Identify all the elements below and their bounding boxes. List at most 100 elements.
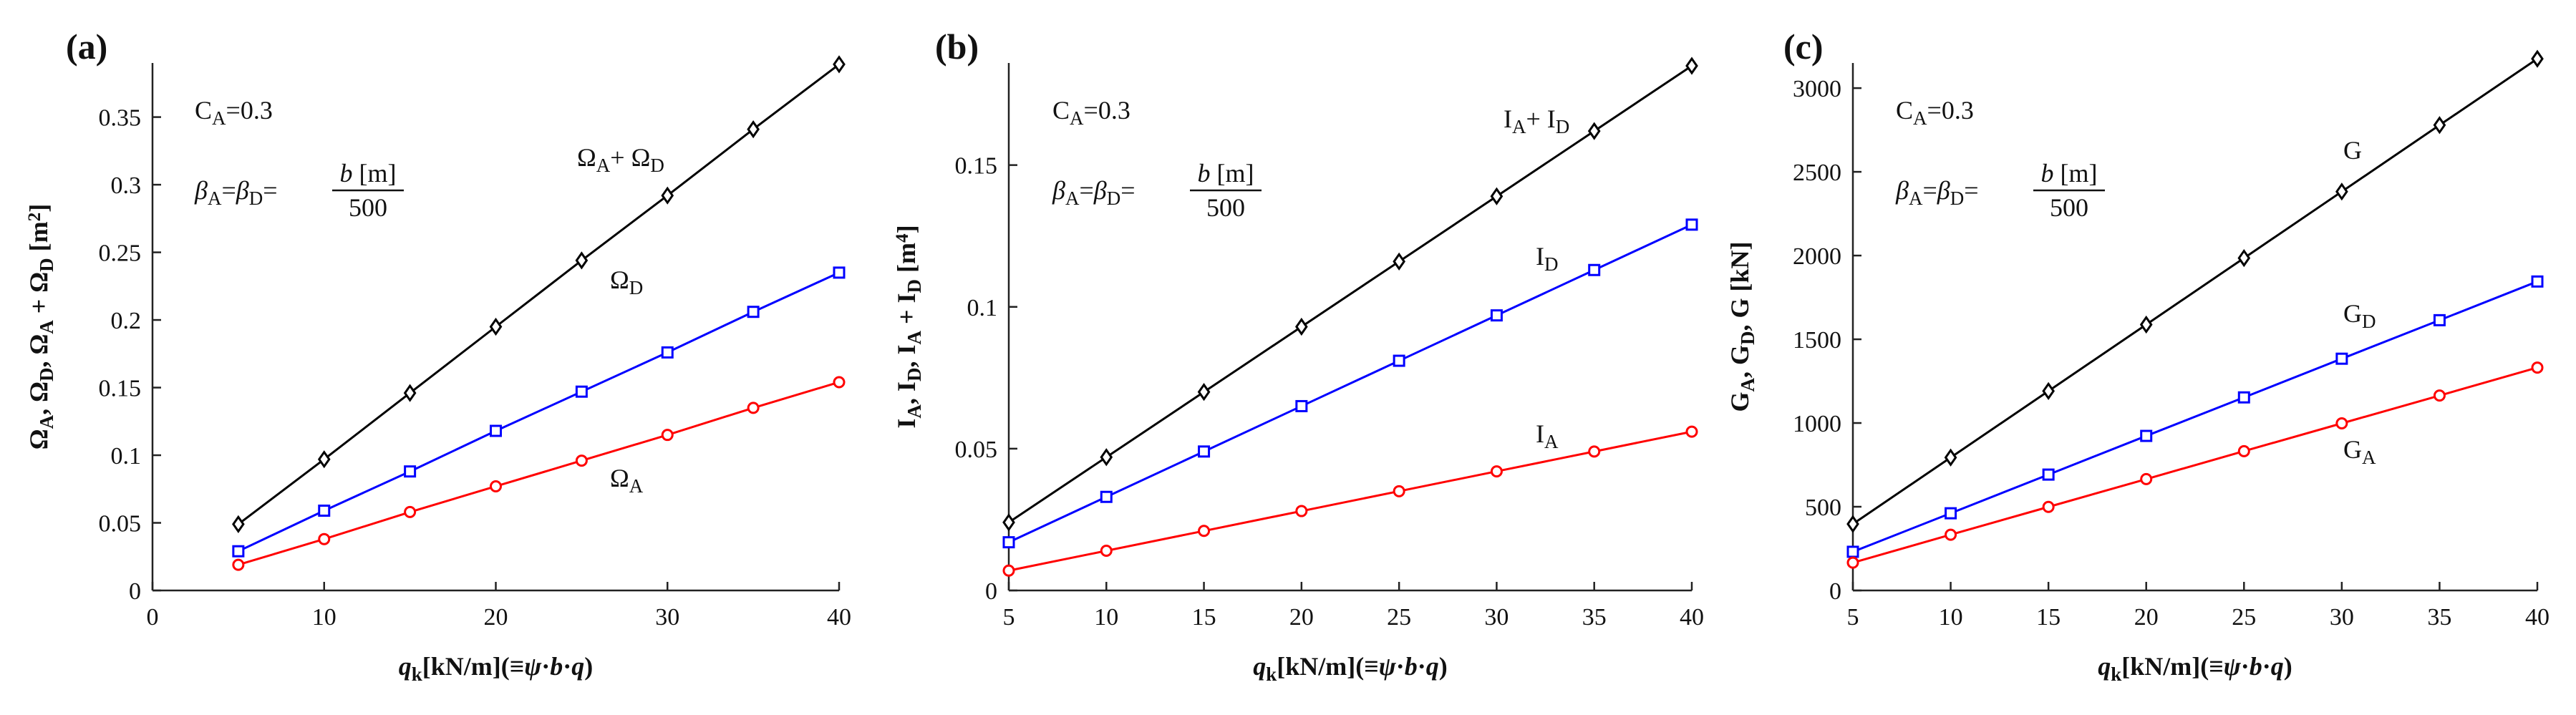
y-tick-label: 1000 <box>1793 411 1841 437</box>
data-point <box>1002 564 1015 577</box>
y-tick-label: 2000 <box>1793 243 1841 270</box>
y-tick-label: 0.05 <box>955 437 998 463</box>
data-point <box>2531 275 2544 288</box>
data-point <box>2042 500 2055 513</box>
data-point <box>1393 354 1405 367</box>
y-tick-label: 0.15 <box>955 153 998 180</box>
series-a: ΩA <box>232 376 846 571</box>
beta-denominator: 500 <box>349 193 387 222</box>
data-point <box>2335 417 2348 429</box>
data-point <box>1944 448 1957 467</box>
data-point <box>1100 545 1113 558</box>
data-point <box>1846 515 1859 533</box>
data-point <box>232 515 245 534</box>
data-point <box>1295 399 1308 412</box>
data-point <box>2237 248 2251 268</box>
data-point <box>232 545 245 558</box>
x-tick-label: 20 <box>2134 604 2159 631</box>
x-tick-label: 10 <box>1094 604 1118 631</box>
series-a: GA <box>1846 361 2544 569</box>
data-point <box>833 266 846 279</box>
x-tick-label: 25 <box>1387 604 1411 631</box>
data-point <box>1846 545 1859 558</box>
data-point <box>1490 309 1503 322</box>
beta-numerator: b [m] <box>1198 159 1254 188</box>
x-tick-label: 5 <box>1847 604 1859 631</box>
beta-numerator: b [m] <box>340 159 397 188</box>
series-label: IA+ ID <box>1504 104 1569 137</box>
y-axis-label-group: IA, ID, IA + ID [m4] <box>892 225 925 428</box>
y-tick-label: 0.3 <box>111 172 142 199</box>
data-point <box>1198 525 1211 538</box>
y-tick-label: 0 <box>985 578 997 605</box>
panel-b: 5 10 15 20 25 30 35 40 0 0.05 0.1 0.15 qk[kN/m](≡ψ·b… <box>892 26 1704 685</box>
data-point <box>490 480 502 492</box>
data-point <box>2042 468 2055 481</box>
data-point <box>404 465 417 478</box>
y-tick-label: 0.1 <box>967 295 998 321</box>
y-tick-label: 0.35 <box>99 105 142 132</box>
data-point <box>1295 317 1308 336</box>
panel-label: (a) <box>66 26 107 67</box>
ca-annotation: CA=0.3 <box>1052 96 1130 129</box>
y-tick-label: 2500 <box>1793 160 1841 186</box>
x-tick-label: 30 <box>655 604 679 631</box>
y-tick-label: 0.1 <box>111 443 142 470</box>
data-point <box>2237 391 2250 404</box>
data-point <box>1588 263 1601 276</box>
data-point <box>2335 352 2348 365</box>
ca-annotation: CA=0.3 <box>1896 96 1974 129</box>
x-tick-label: 40 <box>1680 604 1704 631</box>
y-axis-label-group: ΩA, ΩD, ΩA + ΩD [m2] <box>24 204 57 449</box>
data-point <box>1588 445 1601 458</box>
y-tick-label: 0 <box>129 578 141 605</box>
data-point <box>1100 448 1113 467</box>
data-point <box>661 186 674 205</box>
data-point <box>661 346 674 359</box>
y-axis-label: ΩA, ΩD, ΩA + ΩD [m2] <box>24 204 57 449</box>
series-label: ID <box>1536 242 1559 275</box>
x-axis-label: qk[kN/m](≡ψ·b·q) <box>1253 652 1448 685</box>
data-point <box>1945 507 1957 520</box>
x-tick-label: 25 <box>2232 604 2256 631</box>
y-tick-label: 0 <box>1829 578 1841 605</box>
beta-denominator: 500 <box>2050 193 2088 222</box>
data-point <box>1490 187 1504 205</box>
x-tick-label: 30 <box>2330 604 2354 631</box>
series-a: IA <box>1002 419 1698 577</box>
ca-annotation: CA=0.3 <box>195 96 273 129</box>
series-sum: G <box>1846 49 2544 533</box>
y-axis-label: GA, GD, G [kN] <box>1725 241 1758 412</box>
series-label: ΩA <box>610 464 644 497</box>
x-axis-label: qk[kN/m](≡ψ·b·q) <box>2098 652 2292 685</box>
data-point <box>1100 490 1113 503</box>
data-point <box>317 450 331 469</box>
data-point <box>1685 57 1698 75</box>
data-point <box>2433 116 2446 135</box>
y-tick-label: 1500 <box>1793 327 1841 354</box>
data-point <box>2433 313 2446 326</box>
x-tick-label: 15 <box>2036 604 2061 631</box>
data-point <box>1393 485 1405 497</box>
data-point <box>575 385 588 398</box>
data-point <box>403 384 417 402</box>
y-tick-label: 3000 <box>1793 76 1841 102</box>
data-point <box>1945 528 1957 541</box>
y-tick-label: 0.15 <box>99 376 142 402</box>
series-label: GA <box>2343 435 2376 468</box>
data-point <box>575 454 588 467</box>
series-d: ID <box>1002 218 1698 549</box>
x-tick-label: 20 <box>484 604 508 631</box>
y-axis-label: IA, ID, IA + ID [m4] <box>892 225 925 428</box>
data-point <box>404 505 417 518</box>
series-d: GD <box>1846 275 2544 558</box>
data-point <box>2042 381 2055 400</box>
beta-annotation: βA=βD= <box>1895 176 1979 209</box>
data-point <box>232 558 245 571</box>
data-point <box>661 429 674 442</box>
series-label: GD <box>2343 299 2376 332</box>
panel-a: 0 10 20 30 40 0 0.05 0.1 0.15 0.2 0.25 0.3 0.35 qk[kN… <box>24 26 851 685</box>
y-tick-label: 500 <box>1805 495 1841 521</box>
y-axis-label-group: GA, GD, G [kN] <box>1725 241 1758 412</box>
y-tick-label: 0.05 <box>99 511 142 538</box>
